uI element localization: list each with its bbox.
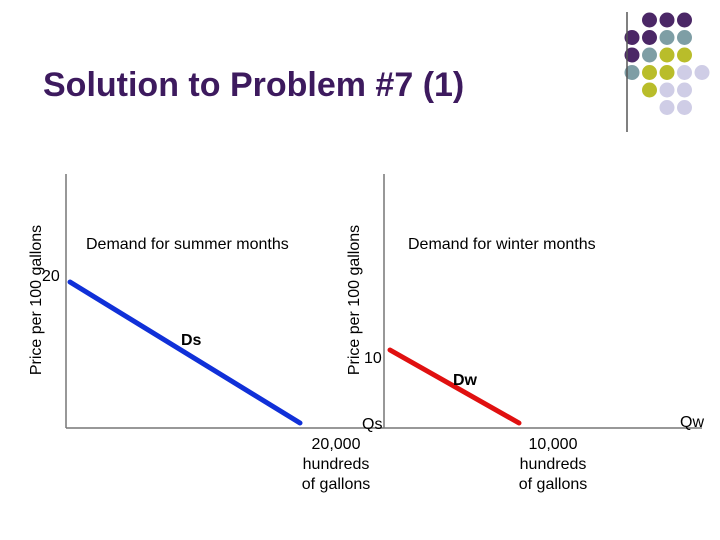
decorative-dot [624, 47, 640, 63]
decorative-dot [677, 82, 692, 98]
summer-qty-value-line: hundreds [302, 456, 370, 473]
decorative-dot [642, 30, 657, 45]
decorative-dot [659, 30, 675, 45]
decorative-dot [677, 30, 692, 45]
decorative-dot [624, 65, 640, 80]
summer-qty-axis-label: Qs [362, 416, 383, 433]
decorative-dot [659, 100, 675, 115]
slide-title: Solution to Problem #7 (1) [43, 66, 465, 104]
winter-qty-axis-label: Qw [680, 414, 704, 431]
decorative-dot [677, 65, 692, 80]
decorative-dot [694, 65, 710, 80]
decorative-dot [642, 12, 657, 28]
decorative-dot [659, 65, 675, 80]
decorative-dot [642, 65, 657, 80]
left-y-axis-label: Price per 100 gallons [28, 224, 45, 376]
decorative-dot [659, 47, 675, 63]
winter-curve-label: Dw [453, 372, 477, 389]
decorative-dot [677, 100, 692, 115]
decorative-dot-grid [624, 12, 710, 115]
decorative-dot [659, 82, 675, 98]
summer-qty-value: 20,000 hundreds of gallons [286, 435, 386, 495]
summer-qty-value-line: of gallons [301, 476, 371, 493]
winter-qty-value-line: of gallons [518, 476, 588, 493]
decorative-dot [624, 30, 640, 45]
right-y-axis-label: Price per 100 gallons [346, 224, 363, 376]
summer-demand-curve [67, 279, 303, 426]
decorative-dot [642, 47, 657, 63]
summer-curve-label: Ds [181, 332, 202, 349]
winter-price-label: 10 [364, 350, 382, 367]
summer-graph-subtitle: Demand for summer months [86, 236, 289, 253]
decorative-dot [659, 12, 675, 28]
winter-qty-value-line: 10,000 [528, 436, 578, 453]
winter-qty-value-line: hundreds [519, 456, 587, 473]
winter-qty-value: 10,000 hundreds of gallons [503, 435, 603, 495]
summer-price-label: 20 [42, 268, 60, 285]
decorative-dot [677, 12, 692, 28]
decorative-dot [642, 82, 657, 98]
winter-demand-curve [387, 347, 522, 426]
summer-qty-value-line: 20,000 [311, 436, 361, 453]
winter-graph-subtitle: Demand for winter months [408, 236, 596, 253]
decorative-dot [677, 47, 692, 63]
